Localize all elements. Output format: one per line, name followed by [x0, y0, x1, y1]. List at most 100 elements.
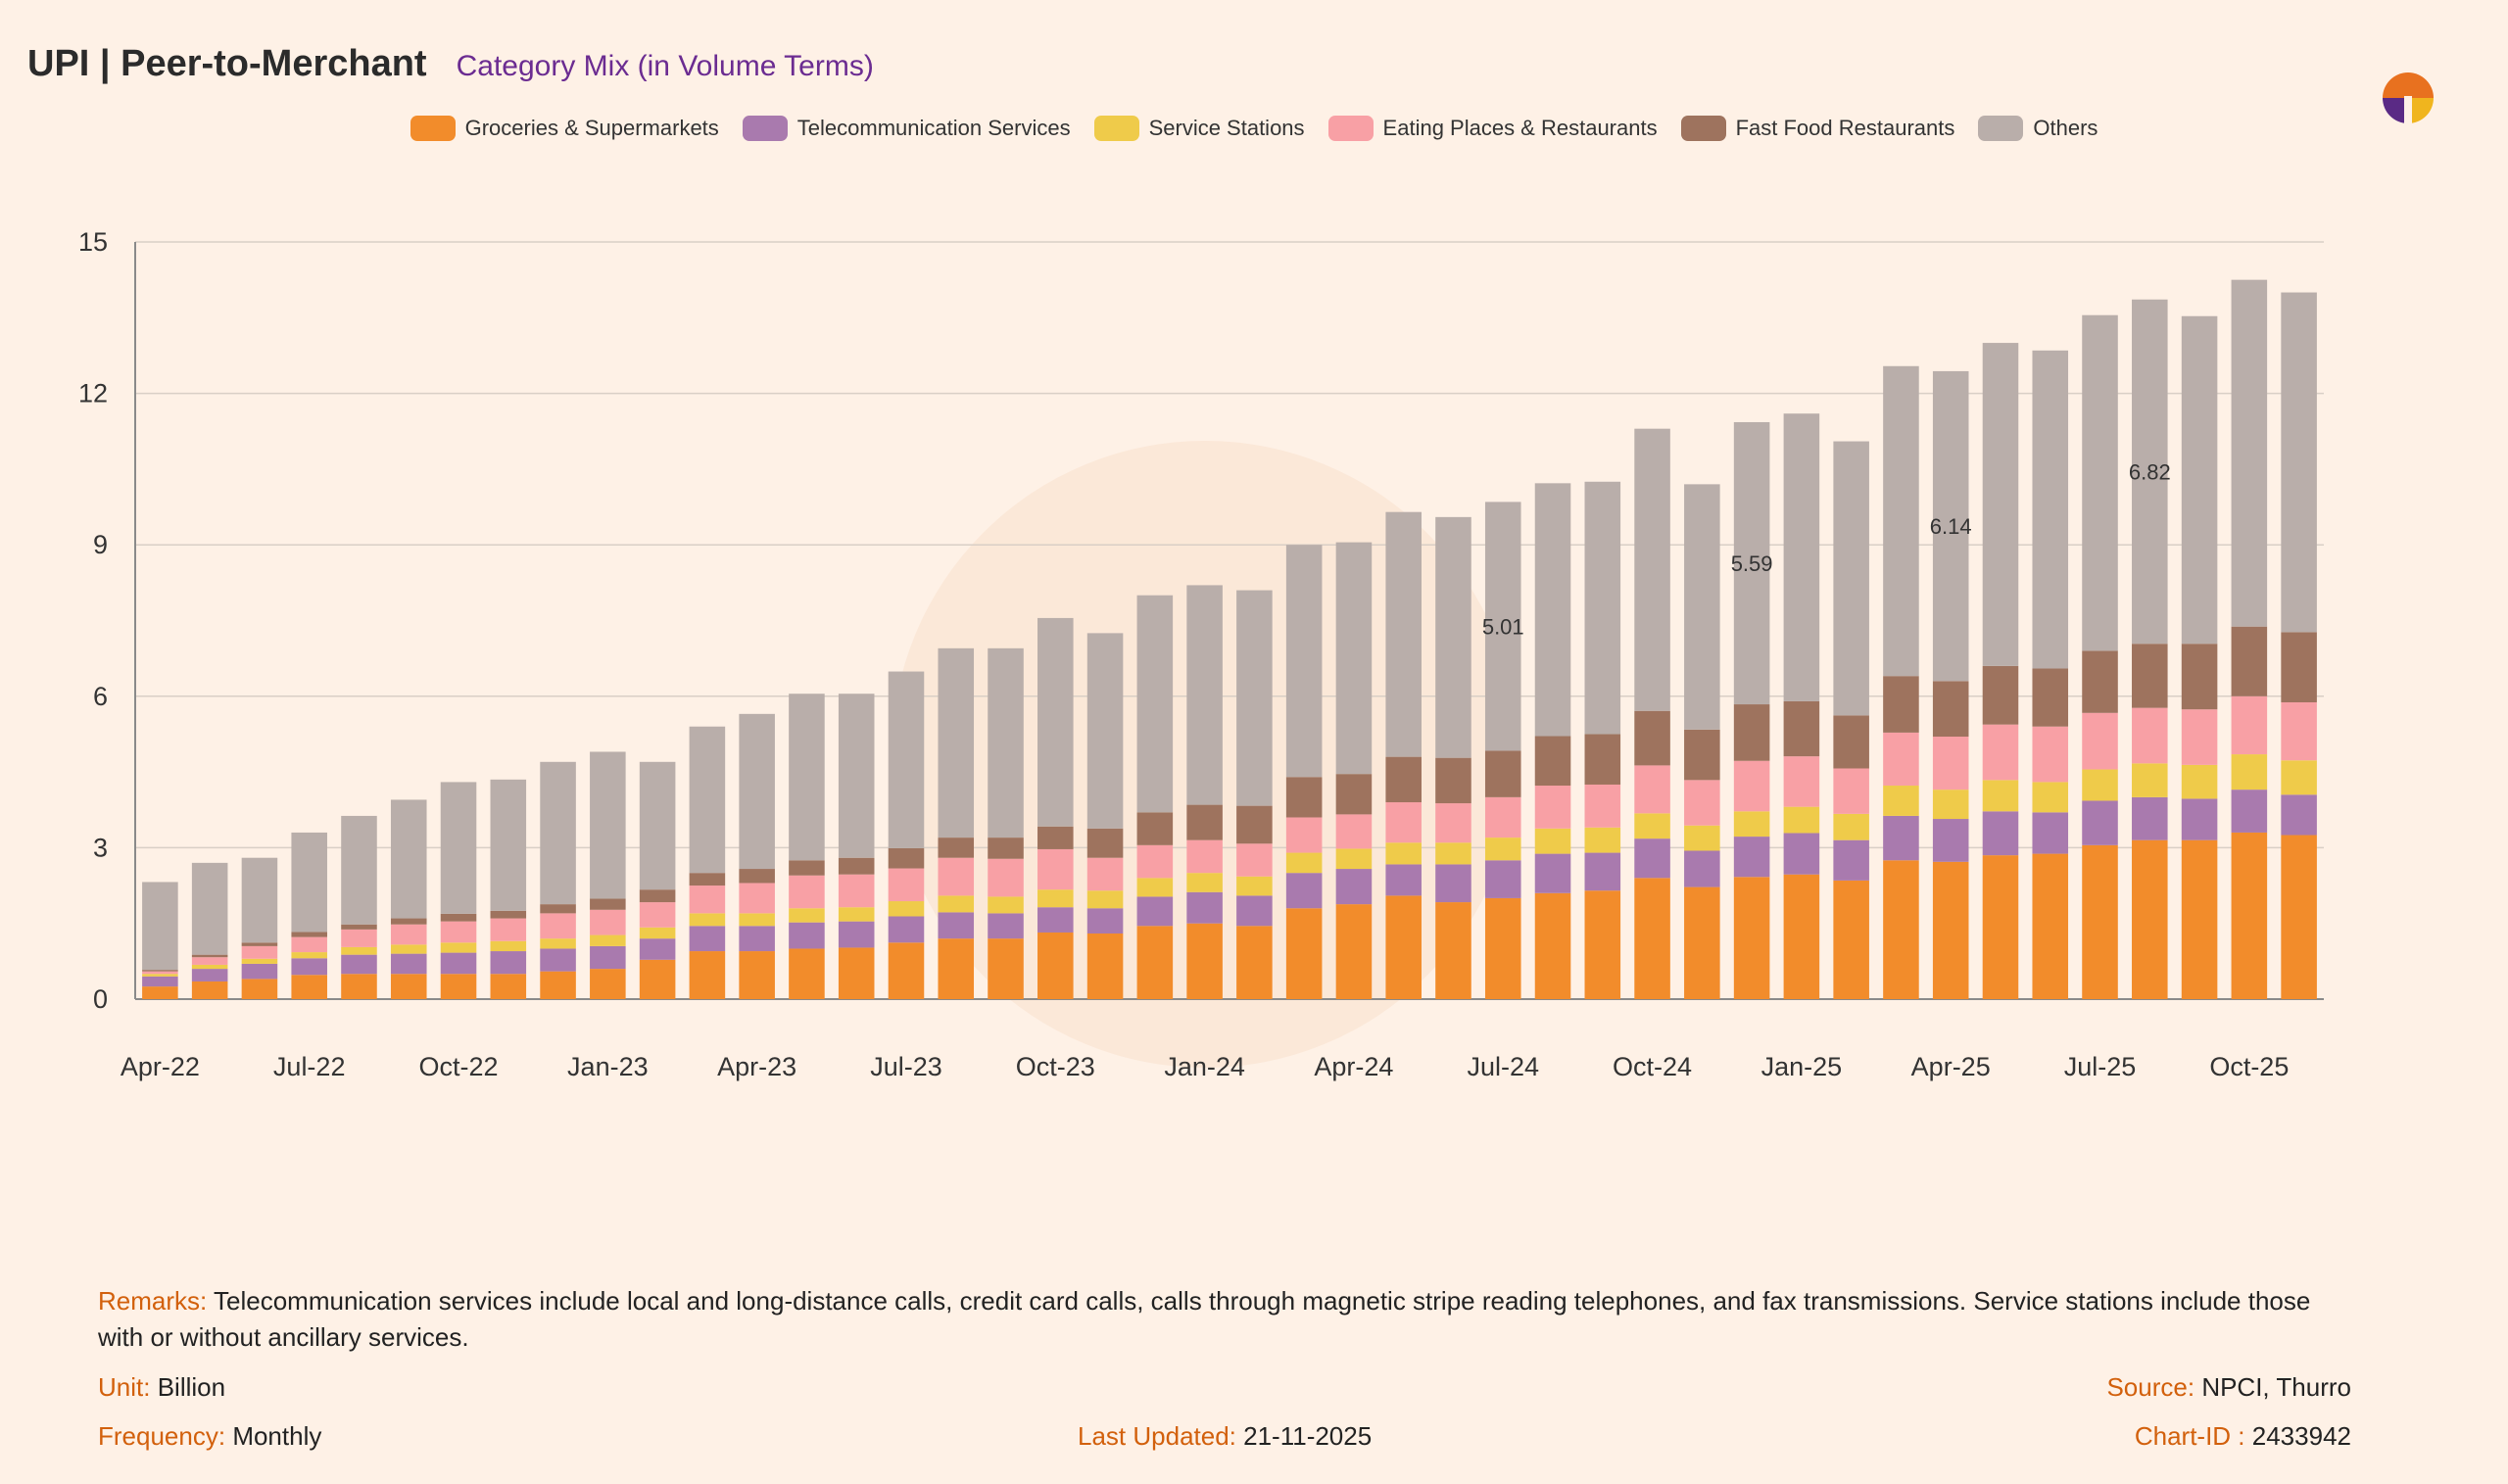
bar-segment: [440, 952, 477, 975]
bar-segment: [988, 647, 1024, 838]
bar-segment: [789, 922, 825, 949]
legend-label: Telecommunication Services: [796, 116, 1071, 140]
bar-segment: [2281, 760, 2317, 795]
bar-segment: [689, 951, 726, 999]
bar-segment: [2032, 812, 2069, 854]
legend-item: Groceries & Supermarkets: [410, 116, 719, 141]
bar-segment: [590, 934, 626, 946]
bar-segment: [1783, 806, 1820, 834]
legend-label: Fast Food Restaurants: [1735, 116, 1955, 140]
legend-swatch: [1327, 116, 1374, 141]
bar-segment: [2132, 839, 2168, 999]
bar-segment: [1285, 545, 1323, 778]
bar-segment: [1037, 889, 1074, 908]
bar-segment: [789, 875, 825, 909]
bar-segment: [2082, 769, 2118, 801]
bar-segment: [590, 909, 626, 935]
bar-segment: [341, 929, 377, 947]
bar-segment: [2281, 794, 2317, 836]
bar-segment: [1285, 873, 1323, 909]
y-tick-label: 15: [78, 227, 108, 257]
bar-segment: [2281, 632, 2317, 702]
bar-segment: [1385, 895, 1422, 999]
bar-segment: [142, 976, 178, 987]
remarks: Remarks: Telecommunication services incl…: [98, 1283, 2351, 1356]
legend-item: Eating Places & Restaurants: [1327, 116, 1658, 141]
remarks-label: Remarks:: [98, 1286, 208, 1316]
bar-segment: [390, 918, 427, 925]
bar-segment: [1733, 760, 1770, 812]
bar-segment: [1285, 777, 1323, 818]
bar-segment: [440, 913, 477, 922]
bar-segment: [490, 779, 527, 911]
bar-segment: [2032, 726, 2069, 783]
bar-segment: [2132, 763, 2168, 797]
bar-segment: [1037, 617, 1074, 827]
bar-segment: [639, 902, 676, 928]
legend-swatch: [1093, 116, 1139, 141]
bar-segment: [838, 921, 875, 948]
bar-segment: [2181, 315, 2218, 645]
bar-segment: [1484, 796, 1521, 838]
bar-segment: [1932, 370, 1969, 682]
bar-segment: [938, 857, 975, 896]
legend-item: Telecommunication Services: [742, 116, 1071, 141]
bar-segment: [2231, 790, 2268, 833]
x-tick-label: Oct-22: [419, 1052, 499, 1081]
bar-segment: [191, 964, 228, 970]
bar-segment: [838, 857, 875, 875]
source-value: NPCI, Thurro: [2201, 1372, 2351, 1402]
bar-segment: [440, 942, 477, 953]
bar-segment: [1236, 805, 1273, 844]
bar-segment: [1086, 908, 1124, 934]
legend-label: Eating Places & Restaurants: [1382, 116, 1658, 140]
bar-segment: [2082, 844, 2118, 999]
bar-segment: [1285, 852, 1323, 874]
bar-segment: [1236, 843, 1273, 877]
legend-item: Others: [1978, 116, 2098, 141]
bar-segment: [938, 838, 975, 858]
bar-segment: [1086, 933, 1124, 999]
bar-segment: [390, 953, 427, 975]
bar-segment: [1385, 864, 1422, 896]
source-info: Source: NPCI, Thurro: [2106, 1372, 2351, 1403]
bar-segment: [1684, 825, 1720, 851]
bar-segment: [1634, 765, 1670, 814]
bar-segment: [2231, 832, 2268, 999]
legend-swatch: [410, 116, 456, 141]
bar-segment: [142, 970, 178, 972]
bar-segment: [1385, 842, 1422, 865]
bar-segment: [838, 907, 875, 922]
bar-segment: [1435, 757, 1471, 804]
bar-segment: [689, 886, 726, 914]
bar-segment: [241, 945, 278, 959]
bar-segment: [789, 694, 825, 861]
bar-segment: [341, 974, 377, 999]
bar-segment: [1285, 817, 1323, 853]
bar-segment: [1833, 715, 1869, 769]
bar-segment: [2181, 709, 2218, 765]
bar-segment: [888, 868, 925, 902]
bar-segment: [1435, 902, 1471, 999]
bar-segment: [1634, 813, 1670, 839]
bar-segment: [1783, 756, 1820, 807]
bar-segment: [1733, 877, 1770, 999]
bar-segment: [1534, 736, 1571, 787]
x-tick-label: Apr-23: [717, 1052, 796, 1081]
frequency-info: Frequency: Monthly: [98, 1421, 321, 1452]
bar-segment: [739, 951, 775, 999]
bar-segment: [639, 938, 676, 960]
bar-segment: [191, 957, 228, 965]
bar-segment: [2132, 299, 2168, 645]
bar-segment: [490, 940, 527, 952]
bar-segment: [440, 921, 477, 943]
legend-label: Others: [2033, 116, 2098, 140]
bar-segment: [1037, 848, 1074, 890]
bar-segment: [888, 847, 925, 869]
bar-segment: [689, 873, 726, 886]
bar-segment: [590, 751, 626, 899]
legend-swatch: [742, 116, 788, 141]
x-tick-label: Apr-22: [121, 1052, 200, 1081]
bar-segment: [1883, 676, 1919, 733]
unit-source-row: Unit: Billion Source: NPCI, Thurro: [98, 1372, 2351, 1403]
